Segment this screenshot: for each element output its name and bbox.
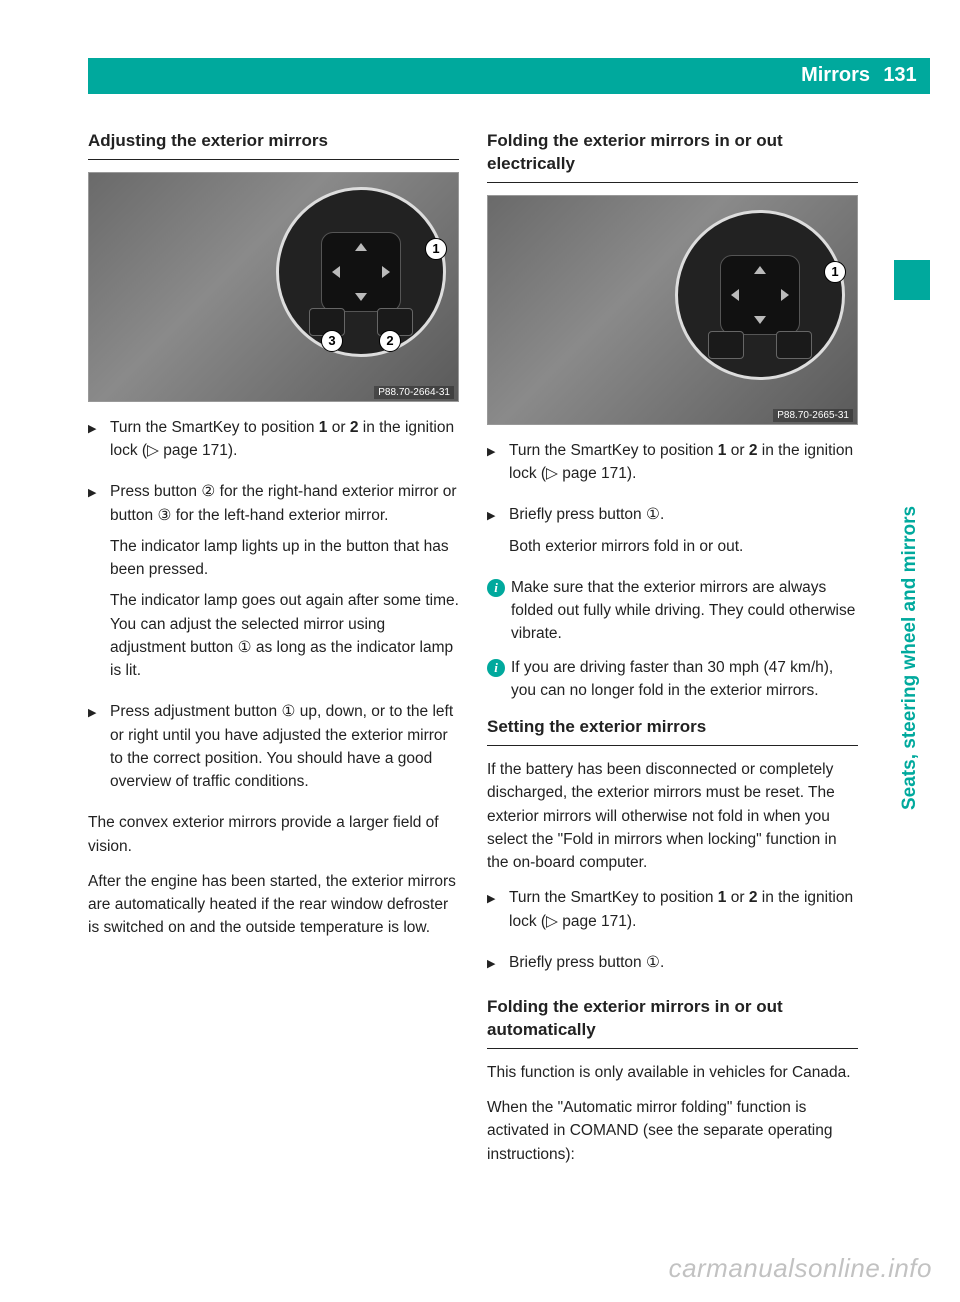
step-body: Briefly press button ①.: [509, 951, 858, 982]
figure-mirror-fold-control: 1 P88.70-2665-31: [487, 195, 858, 425]
right-column: Folding the exterior mirrors in or out e…: [487, 130, 858, 1178]
text: or: [327, 419, 349, 436]
text: .: [660, 506, 664, 523]
text: Press adjustment button: [110, 703, 281, 720]
figure-zoom-circle: 1: [675, 210, 845, 380]
step-marker-icon: ▶: [487, 439, 509, 494]
text: Press button: [110, 483, 201, 500]
text: Both exterior mirrors fold in or out.: [509, 535, 858, 558]
figure-id-label: P88.70-2664-31: [374, 386, 454, 399]
step-item: ▶ Turn the SmartKey to position 1 or 2 i…: [88, 416, 459, 471]
symbol-1: ①: [281, 700, 295, 723]
heading-folding-automatically: Folding the exterior mirrors in or out a…: [487, 996, 858, 1042]
paragraph: This function is only available in vehic…: [487, 1061, 858, 1084]
arrow-left-icon: [731, 289, 739, 301]
arrow-down-icon: [754, 316, 766, 324]
heading-adjusting-mirrors: Adjusting the exterior mirrors: [88, 130, 459, 153]
symbol-1: ①: [646, 503, 660, 526]
info-body: Make sure that the exterior mirrors are …: [511, 576, 858, 646]
info-icon: i: [487, 576, 511, 646]
text: Briefly press button: [509, 954, 646, 971]
callout-1: 1: [824, 261, 846, 283]
heading-rule: [487, 745, 858, 746]
text: Briefly press button: [509, 506, 646, 523]
step-item: ▶ Briefly press button ①.: [487, 951, 858, 982]
step-item: ▶ Turn the SmartKey to position 1 or 2 i…: [487, 439, 858, 494]
paragraph: If the battery has been disconnected or …: [487, 758, 858, 874]
left-column: Adjusting the exterior mirrors 1 2 3: [88, 130, 459, 1178]
paragraph: After the engine has been started, the e…: [88, 870, 459, 940]
step-item: ▶ Press adjustment button ① up, down, or…: [88, 700, 459, 801]
mirror-right-button: [776, 331, 812, 359]
step-body: Press button ② for the right-hand exteri…: [110, 480, 459, 690]
dpad-control: [720, 255, 800, 335]
step-body: Briefly press button ①. Both exterior mi…: [509, 503, 858, 566]
text: or: [726, 442, 748, 459]
page-number: 131: [878, 64, 922, 87]
step-body: Turn the SmartKey to position 1 or 2 in …: [509, 439, 858, 494]
figure-mirror-controls: 1 2 3 P88.70-2664-31: [88, 172, 459, 402]
callout-1: 1: [425, 238, 447, 260]
heading-setting-mirrors: Setting the exterior mirrors: [487, 716, 858, 739]
body-text: ▶ Turn the SmartKey to position 1 or 2 i…: [487, 439, 858, 1166]
info-icon: i: [487, 656, 511, 703]
watermark-text: carmanualsonline.info: [669, 1253, 932, 1284]
text: or: [726, 889, 748, 906]
body-text: ▶ Turn the SmartKey to position 1 or 2 i…: [88, 416, 459, 940]
step-marker-icon: ▶: [88, 416, 110, 471]
arrow-right-icon: [382, 266, 390, 278]
content-area: Adjusting the exterior mirrors 1 2 3: [88, 130, 858, 1178]
symbol-1: ①: [646, 951, 660, 974]
heading-rule: [487, 1048, 858, 1049]
side-section-label: Seats, steering wheel and mirrors: [892, 310, 928, 810]
step-marker-icon: ▶: [88, 480, 110, 690]
step-marker-icon: ▶: [88, 700, 110, 801]
info-body: If you are driving faster than 30 mph (4…: [511, 656, 858, 703]
text: The indicator lamp lights up in the butt…: [110, 535, 459, 582]
paragraph: When the "Automatic mirror folding" func…: [487, 1096, 858, 1166]
text: Turn the SmartKey to position: [509, 442, 718, 459]
step-marker-icon: ▶: [487, 886, 509, 941]
manual-page: Mirrors 131 Seats, steering wheel and mi…: [0, 0, 960, 1302]
paragraph: The convex exterior mirrors provide a la…: [88, 811, 459, 858]
section-title: Mirrors: [801, 64, 870, 87]
arrow-right-icon: [781, 289, 789, 301]
symbol-3: ③: [157, 504, 171, 527]
text: Turn the SmartKey to position: [509, 889, 718, 906]
arrow-up-icon: [355, 243, 367, 251]
step-body: Turn the SmartKey to position 1 or 2 in …: [110, 416, 459, 471]
callout-2: 2: [379, 330, 401, 352]
step-body: Press adjustment button ① up, down, or t…: [110, 700, 459, 801]
heading-folding-electrically: Folding the exterior mirrors in or out e…: [487, 130, 858, 176]
step-item: ▶ Turn the SmartKey to position 1 or 2 i…: [487, 886, 858, 941]
symbol-1: ①: [238, 636, 252, 659]
step-body: Turn the SmartKey to position 1 or 2 in …: [509, 886, 858, 941]
callout-3: 3: [321, 330, 343, 352]
figure-id-label: P88.70-2665-31: [773, 409, 853, 422]
text: for the left-hand exterior mirror.: [171, 507, 388, 524]
text: Turn the SmartKey to position: [110, 419, 319, 436]
arrow-left-icon: [332, 266, 340, 278]
dpad-control: [321, 232, 401, 312]
figure-zoom-circle: 1 2 3: [276, 187, 446, 357]
step-item: ▶ Briefly press button ①. Both exterior …: [487, 503, 858, 566]
heading-rule: [487, 182, 858, 183]
arrow-up-icon: [754, 266, 766, 274]
heading-rule: [88, 159, 459, 160]
side-tab-marker: [894, 260, 930, 300]
info-note: i If you are driving faster than 30 mph …: [487, 656, 858, 703]
step-item: ▶ Press button ② for the right-hand exte…: [88, 480, 459, 690]
header-bar: Mirrors 131: [88, 58, 930, 94]
symbol-2: ②: [201, 480, 215, 503]
info-note: i Make sure that the exterior mirrors ar…: [487, 576, 858, 646]
mirror-left-button: [708, 331, 744, 359]
step-marker-icon: ▶: [487, 951, 509, 982]
step-marker-icon: ▶: [487, 503, 509, 566]
arrow-down-icon: [355, 293, 367, 301]
text: .: [660, 954, 664, 971]
